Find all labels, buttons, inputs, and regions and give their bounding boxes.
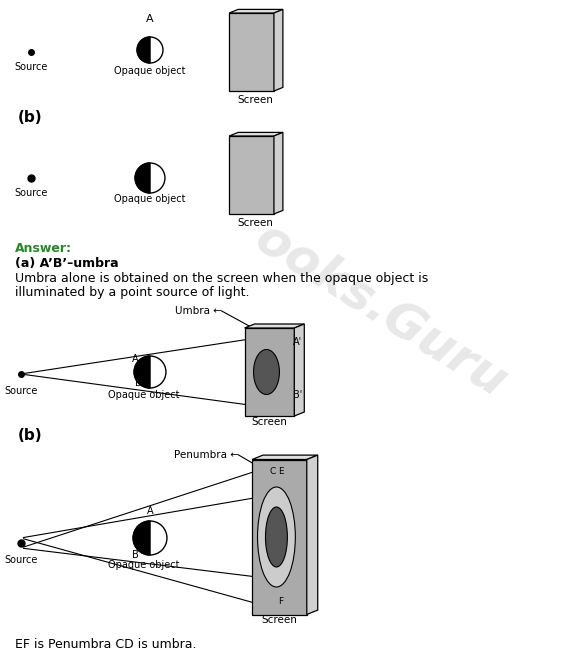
Polygon shape <box>252 460 307 614</box>
Text: Screen: Screen <box>262 615 297 625</box>
Wedge shape <box>134 356 150 388</box>
Text: Source: Source <box>4 555 37 565</box>
Ellipse shape <box>253 350 279 394</box>
Polygon shape <box>294 324 304 416</box>
Text: Screen: Screen <box>252 417 287 427</box>
Text: (a) A’B’–umbra: (a) A’B’–umbra <box>14 257 118 270</box>
Text: Opaque object: Opaque object <box>114 66 186 76</box>
Polygon shape <box>307 455 318 614</box>
Polygon shape <box>229 132 283 136</box>
Text: E: E <box>278 467 284 476</box>
Polygon shape <box>229 13 274 91</box>
Polygon shape <box>274 132 283 214</box>
Ellipse shape <box>266 507 287 567</box>
Wedge shape <box>135 163 150 193</box>
Text: illuminated by a point source of light.: illuminated by a point source of light. <box>14 286 249 299</box>
Polygon shape <box>274 9 283 91</box>
Text: ooks.Guru: ooks.Guru <box>247 213 516 406</box>
Text: A: A <box>146 14 154 24</box>
Text: EF is Penumbra CD is umbra.: EF is Penumbra CD is umbra. <box>14 638 196 651</box>
Text: (b): (b) <box>18 428 42 443</box>
Text: Umbra alone is obtained on the screen when the opaque object is: Umbra alone is obtained on the screen wh… <box>14 272 428 285</box>
Text: Opaque object: Opaque object <box>114 194 186 204</box>
Text: Opaque object: Opaque object <box>108 390 180 400</box>
Polygon shape <box>245 328 294 416</box>
Ellipse shape <box>257 487 295 587</box>
Text: (b): (b) <box>18 110 42 125</box>
Text: Screen: Screen <box>237 95 274 105</box>
Text: Umbra ←: Umbra ← <box>175 306 222 316</box>
Polygon shape <box>229 136 274 214</box>
Wedge shape <box>137 37 150 63</box>
Text: B': B' <box>293 390 302 400</box>
Text: Penumbra ←: Penumbra ← <box>173 450 238 460</box>
Polygon shape <box>252 455 318 460</box>
Text: F: F <box>278 597 283 606</box>
Text: A: A <box>147 506 153 516</box>
Wedge shape <box>133 521 150 555</box>
Text: Answer:: Answer: <box>14 242 71 255</box>
Text: B: B <box>132 550 139 560</box>
Polygon shape <box>245 324 304 328</box>
Text: Source: Source <box>14 62 47 72</box>
Text: Screen: Screen <box>237 218 274 228</box>
Text: B: B <box>135 378 142 388</box>
Text: Opaque object: Opaque object <box>108 560 180 570</box>
Text: Source: Source <box>14 188 47 198</box>
Polygon shape <box>229 9 283 13</box>
Text: A': A' <box>293 337 302 347</box>
Text: C: C <box>270 467 276 476</box>
Text: Source: Source <box>4 386 37 396</box>
Text: A: A <box>132 354 139 364</box>
